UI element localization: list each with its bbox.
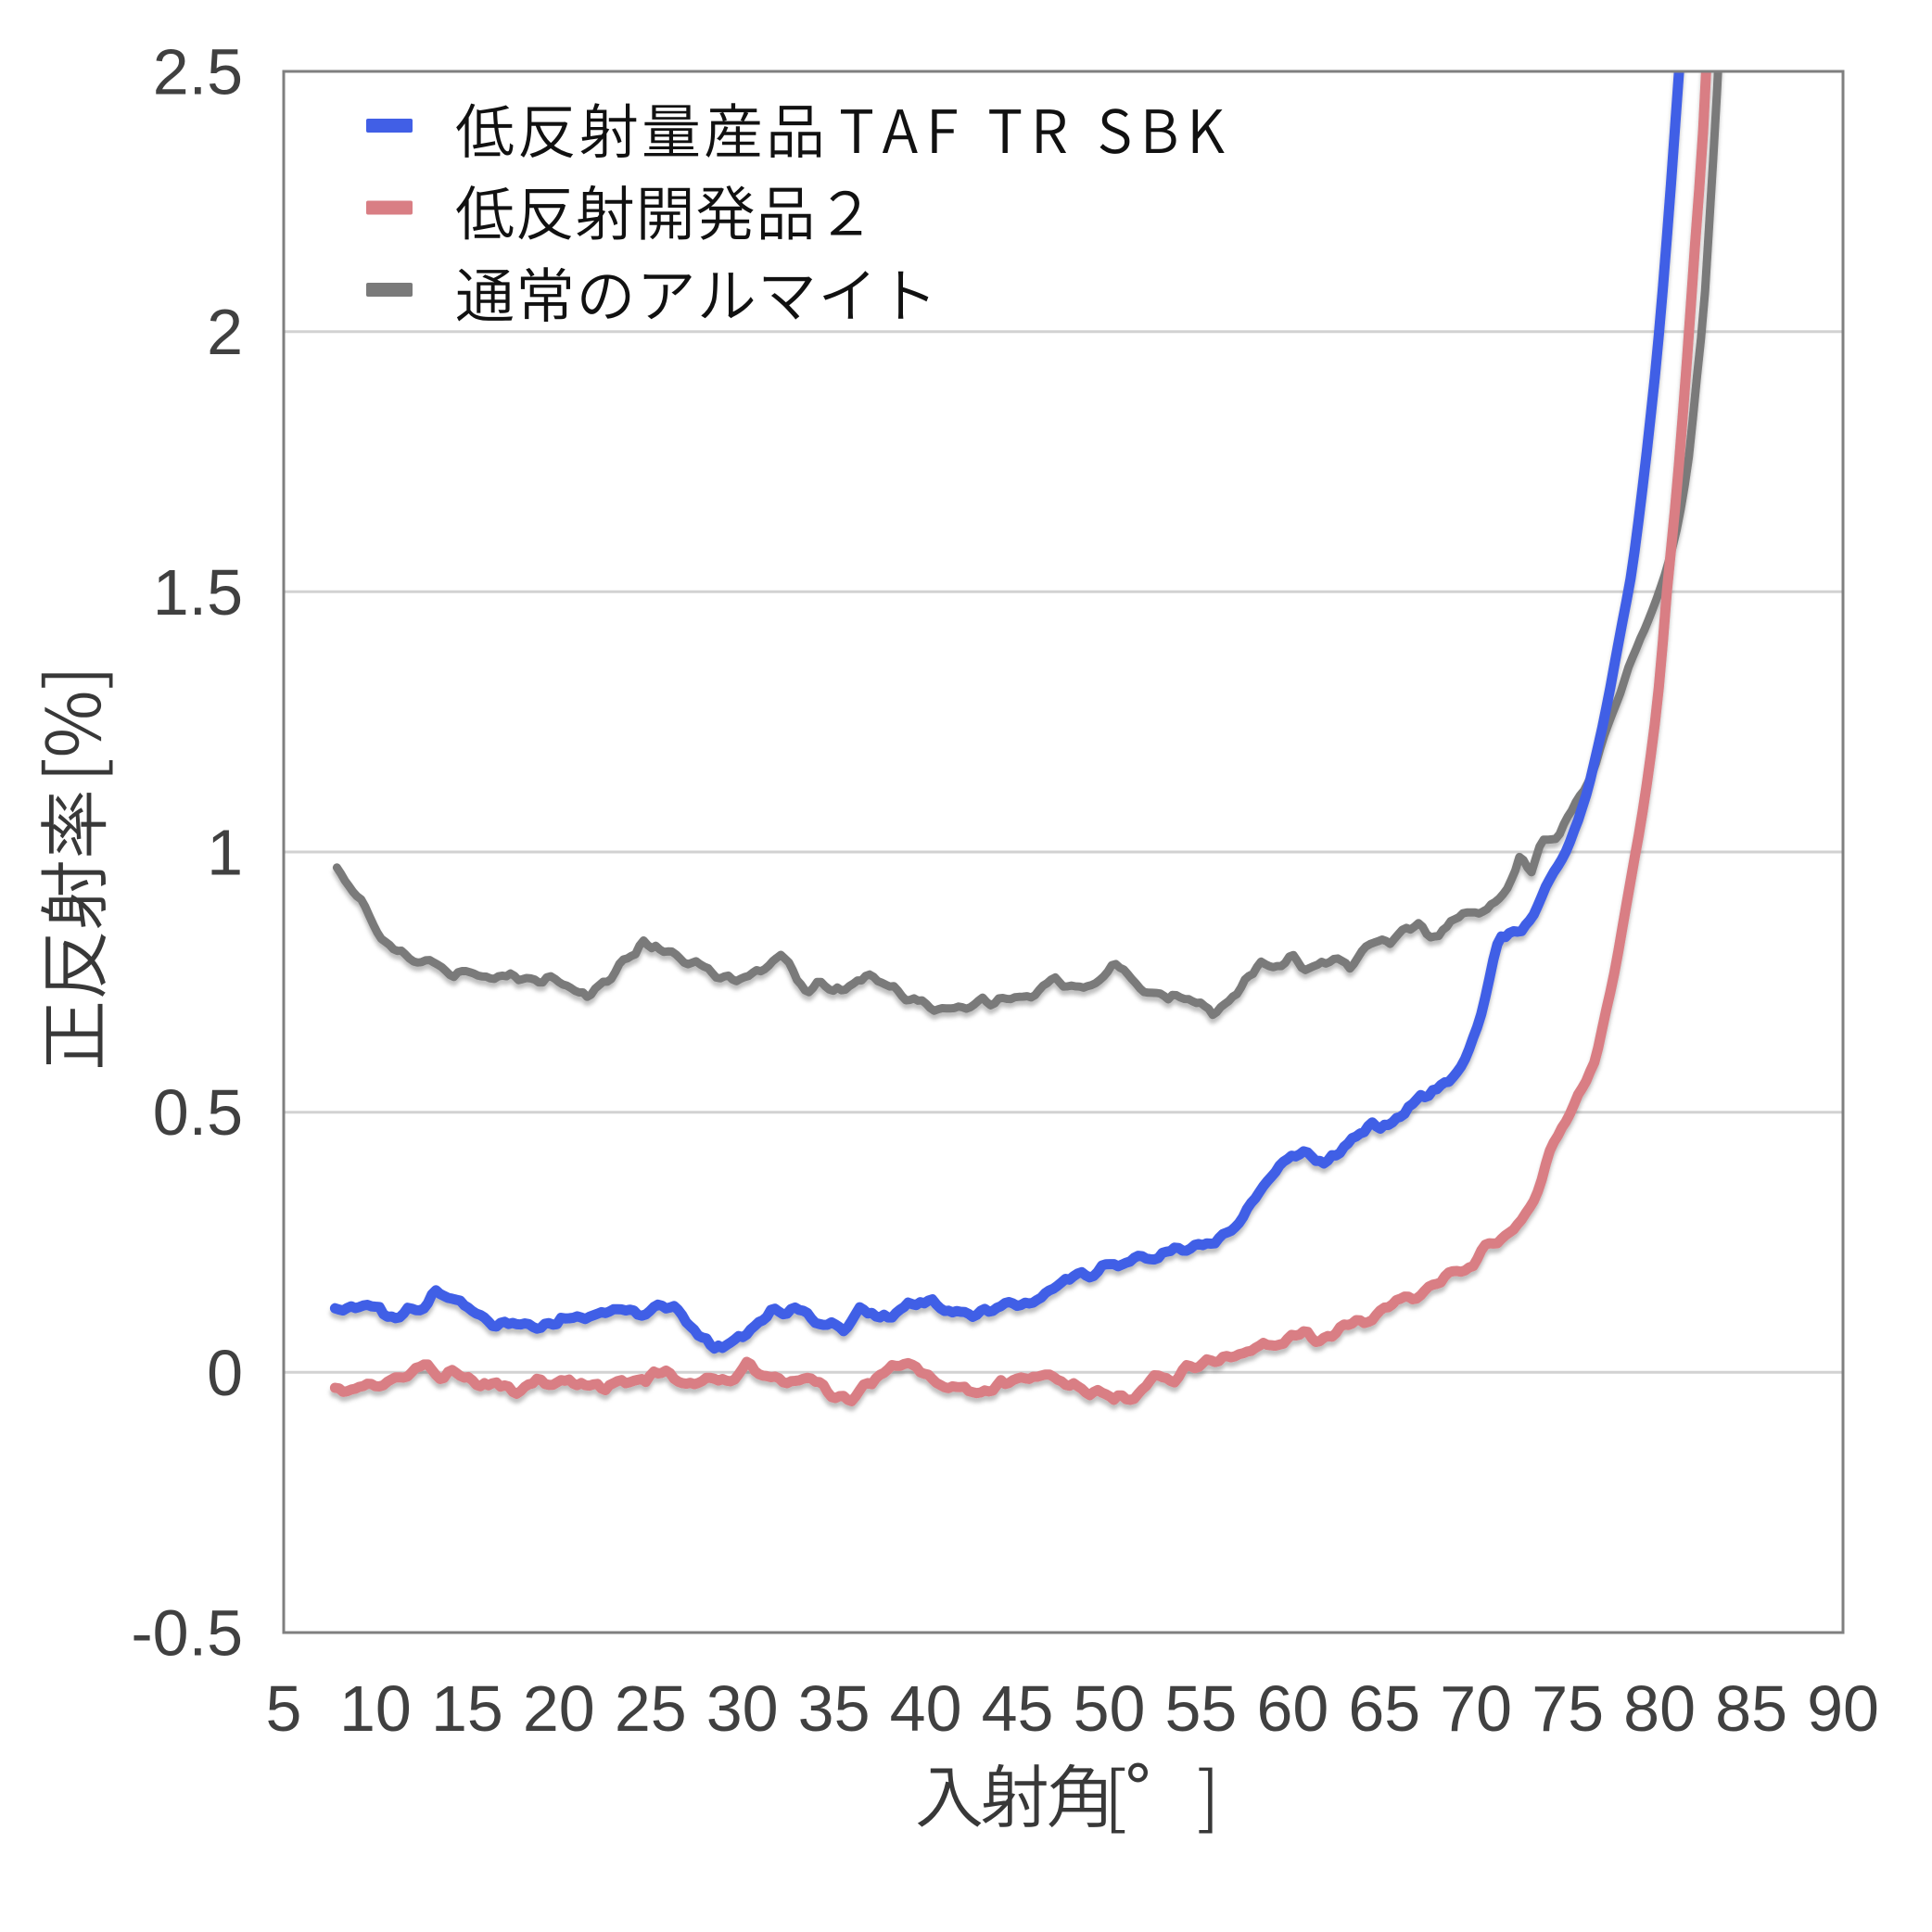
svg-text:45: 45 [982,1672,1054,1745]
svg-text:30: 30 [706,1672,779,1745]
svg-text:25: 25 [615,1672,687,1745]
svg-text:50: 50 [1074,1672,1146,1745]
svg-text:0: 0 [207,1337,243,1409]
svg-text:2.5: 2.5 [153,36,243,108]
svg-text:85: 85 [1715,1672,1787,1745]
svg-text:0.5: 0.5 [153,1076,243,1149]
svg-text:20: 20 [523,1672,595,1745]
svg-text:90: 90 [1807,1672,1879,1745]
svg-text:80: 80 [1623,1672,1696,1745]
svg-text:2: 2 [207,296,243,368]
svg-text:55: 55 [1164,1672,1237,1745]
svg-text:1: 1 [207,817,243,889]
svg-text:35: 35 [798,1672,871,1745]
svg-text:70: 70 [1440,1672,1512,1745]
svg-text:-0.5: -0.5 [131,1597,243,1670]
svg-text:10: 10 [339,1672,412,1745]
svg-text:65: 65 [1348,1672,1420,1745]
svg-text:60: 60 [1256,1672,1328,1745]
svg-text:40: 40 [890,1672,962,1745]
svg-text:5: 5 [266,1672,302,1745]
svg-text:15: 15 [431,1672,503,1745]
svg-text:1.5: 1.5 [153,556,243,629]
svg-text:75: 75 [1532,1672,1604,1745]
